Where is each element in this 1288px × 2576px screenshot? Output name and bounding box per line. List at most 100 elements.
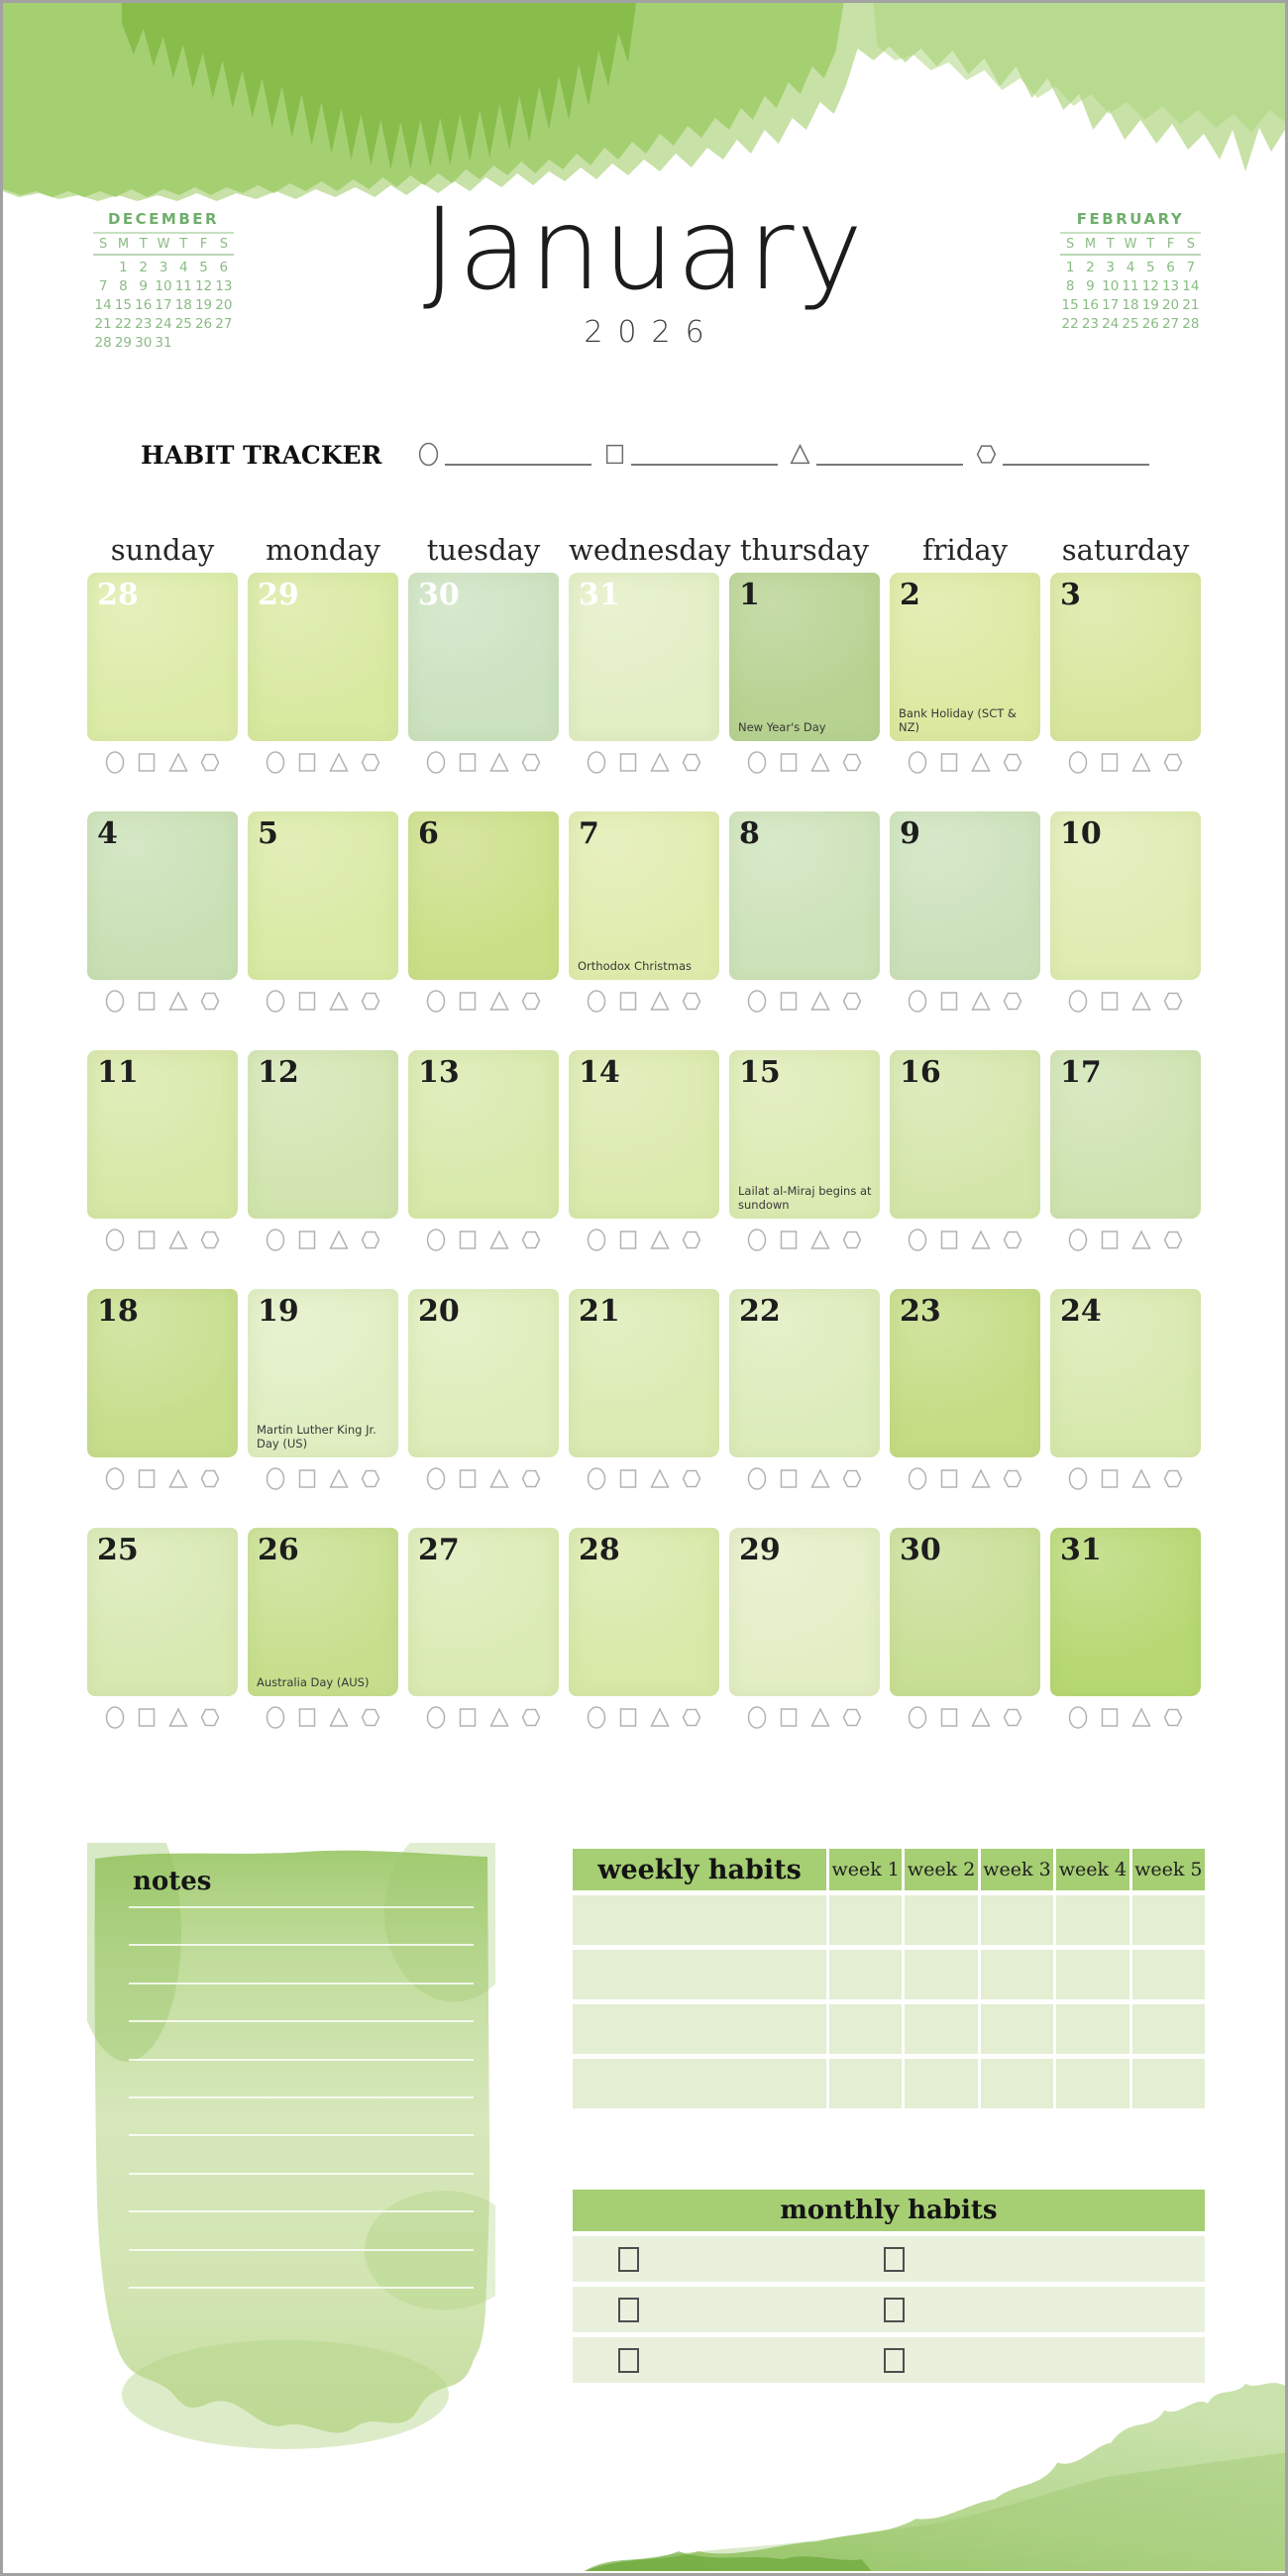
habit-week-cell[interactable] (1131, 2004, 1205, 2054)
triangle-icon[interactable] (328, 1228, 350, 1252)
hexagon-icon[interactable] (520, 1228, 542, 1252)
notes-rule-line[interactable] (129, 2020, 474, 2023)
checkbox[interactable] (884, 2247, 905, 2272)
hexagon-icon[interactable] (199, 750, 221, 775)
triangle-icon[interactable] (1130, 750, 1152, 775)
hexagon-icon[interactable] (1162, 1466, 1184, 1491)
day-cell-15[interactable]: 15 Lailat al-Miraj begins at sundown (729, 1050, 880, 1219)
circle-icon[interactable] (104, 1705, 126, 1730)
square-icon[interactable] (1099, 1228, 1121, 1252)
hexagon-icon[interactable] (1162, 750, 1184, 775)
square-icon[interactable] (457, 1466, 479, 1491)
triangle-icon[interactable] (970, 1466, 992, 1491)
day-cell-22[interactable]: 22 (729, 1289, 880, 1457)
circle-icon[interactable] (265, 1228, 286, 1252)
square-icon[interactable] (617, 1228, 639, 1252)
hexagon-icon[interactable] (1162, 1705, 1184, 1730)
circle-icon[interactable] (586, 1228, 607, 1252)
hexagon-icon[interactable] (681, 989, 702, 1014)
day-cell-21[interactable]: 21 (569, 1289, 719, 1457)
triangle-icon[interactable] (167, 750, 189, 775)
square-icon[interactable] (617, 1466, 639, 1491)
square-icon[interactable] (296, 1228, 318, 1252)
hexagon-icon[interactable] (1002, 750, 1023, 775)
day-cell-30[interactable]: 30 (890, 1528, 1040, 1696)
hexagon-icon[interactable] (360, 1466, 381, 1491)
habit-week-cell[interactable] (905, 2059, 978, 2108)
triangle-icon[interactable] (328, 1705, 350, 1730)
square-icon[interactable] (938, 989, 960, 1014)
notes-rule-line[interactable] (129, 2248, 474, 2251)
hexagon-icon[interactable] (199, 1705, 221, 1730)
triangle-icon[interactable] (488, 989, 510, 1014)
triangle-icon[interactable] (167, 1466, 189, 1491)
habit-week-cell[interactable] (829, 2004, 903, 2054)
day-cell-8[interactable]: 8 (729, 811, 880, 980)
square-icon[interactable] (938, 750, 960, 775)
triangle-icon[interactable] (328, 989, 350, 1014)
triangle-icon[interactable] (1130, 1466, 1152, 1491)
hexagon-icon[interactable] (199, 1466, 221, 1491)
habit-week-cell[interactable] (1056, 1950, 1129, 1999)
day-cell-12[interactable]: 12 (248, 1050, 398, 1219)
square-icon[interactable] (296, 989, 318, 1014)
circle-icon[interactable] (1067, 1705, 1089, 1730)
triangle-icon[interactable] (488, 1705, 510, 1730)
circle-icon[interactable] (746, 1228, 768, 1252)
day-cell-19[interactable]: 19 Martin Luther King Jr. Day (US) (248, 1289, 398, 1457)
hexagon-icon[interactable] (360, 989, 381, 1014)
triangle-icon[interactable] (970, 1228, 992, 1252)
day-cell-2[interactable]: 2 Bank Holiday (SCT & NZ) (890, 573, 1040, 741)
square-icon[interactable] (1099, 1466, 1121, 1491)
notes-rule-line[interactable] (129, 1906, 474, 1908)
habit-week-cell[interactable] (1056, 2059, 1129, 2108)
monthly-habits-row[interactable] (573, 2287, 1205, 2332)
notes-rule-line[interactable] (129, 2172, 474, 2175)
habit-week-cell[interactable] (1131, 1950, 1205, 1999)
day-cell-11[interactable]: 11 (87, 1050, 238, 1219)
triangle-icon[interactable] (809, 1705, 831, 1730)
square-icon[interactable] (136, 989, 158, 1014)
square-icon[interactable] (778, 1228, 800, 1252)
circle-icon[interactable] (1067, 750, 1089, 775)
habit-week-cell[interactable] (905, 2004, 978, 2054)
circle-icon[interactable] (907, 750, 928, 775)
day-cell-28[interactable]: 28 (87, 573, 238, 741)
hexagon-icon[interactable] (520, 989, 542, 1014)
square-icon[interactable] (457, 1228, 479, 1252)
square-icon[interactable] (617, 750, 639, 775)
circle-icon[interactable] (586, 750, 607, 775)
square-icon[interactable] (136, 1705, 158, 1730)
circle-icon[interactable] (746, 750, 768, 775)
day-cell-4[interactable]: 4 (87, 811, 238, 980)
habit-week-cell[interactable] (980, 1895, 1054, 1945)
day-cell-5[interactable]: 5 (248, 811, 398, 980)
habit-week-cell[interactable] (1131, 1895, 1205, 1945)
triangle-icon[interactable] (809, 1466, 831, 1491)
circle-icon[interactable] (907, 1705, 928, 1730)
day-cell-31[interactable]: 31 (569, 573, 719, 741)
monthly-habits-row[interactable] (573, 2337, 1205, 2383)
triangle-icon[interactable] (970, 1705, 992, 1730)
circle-icon[interactable] (265, 1466, 286, 1491)
triangle-icon[interactable] (1130, 1705, 1152, 1730)
habit-week-cell[interactable] (829, 1950, 903, 1999)
square-icon[interactable] (778, 1705, 800, 1730)
habit-week-cell[interactable] (1056, 1895, 1129, 1945)
day-cell-27[interactable]: 27 (408, 1528, 559, 1696)
hexagon-icon[interactable] (841, 989, 863, 1014)
day-cell-6[interactable]: 6 (408, 811, 559, 980)
habit-week-cell[interactable] (980, 2059, 1054, 2108)
triangle-icon[interactable] (649, 989, 671, 1014)
circle-icon[interactable] (586, 1705, 607, 1730)
notes-rule-line[interactable] (129, 1982, 474, 1985)
hexagon-icon[interactable] (1002, 989, 1023, 1014)
hexagon-icon[interactable] (1002, 1705, 1023, 1730)
square-icon[interactable] (938, 1228, 960, 1252)
square-icon[interactable] (938, 1705, 960, 1730)
circle-icon[interactable] (104, 1466, 126, 1491)
circle-icon[interactable] (425, 750, 447, 775)
square-icon[interactable] (136, 750, 158, 775)
circle-icon[interactable] (746, 1705, 768, 1730)
triangle-icon[interactable] (167, 1705, 189, 1730)
